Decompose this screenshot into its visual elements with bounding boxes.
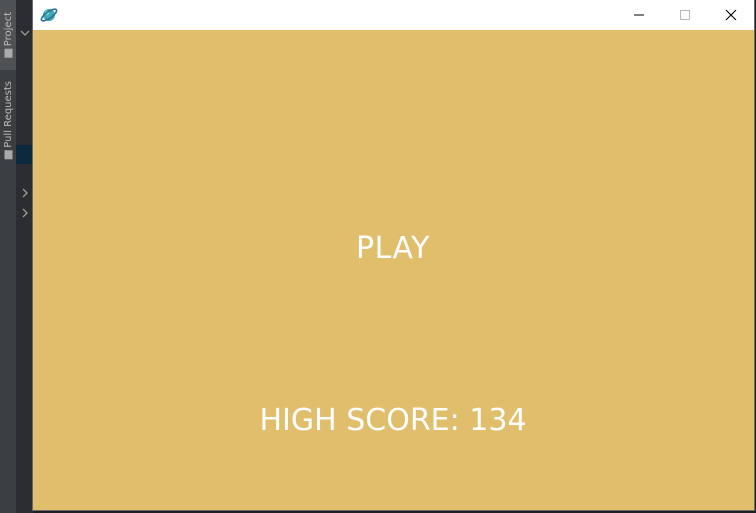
maximize-button[interactable] (662, 0, 708, 30)
chevron-down-icon[interactable] (20, 28, 30, 38)
ide-project-panel (16, 0, 33, 513)
minimize-button[interactable] (616, 0, 662, 30)
close-icon (725, 6, 737, 25)
maximize-icon (679, 6, 691, 25)
ide-right-edge (754, 0, 756, 513)
minimize-icon (633, 6, 645, 25)
ide-bottom-edge (33, 510, 756, 513)
chevron-right-icon[interactable] (20, 208, 30, 218)
play-button[interactable]: PLAY (355, 230, 430, 266)
ide-pull-requests-tab[interactable]: Pull Requests (0, 74, 16, 166)
ide-project-tab-label: Project (2, 12, 14, 47)
close-button[interactable] (708, 0, 754, 30)
window-titlebar[interactable] (33, 0, 754, 30)
ide-pull-requests-tab-label: Pull Requests (2, 81, 14, 148)
folder-icon (4, 49, 12, 59)
ide-project-tab[interactable]: Project (0, 0, 16, 70)
ide-selected-row[interactable] (16, 145, 33, 164)
chevron-right-icon[interactable] (20, 188, 30, 198)
high-score-label: HIGH SCORE: 134 (259, 402, 527, 438)
ide-tool-window-bar: Project Pull Requests (0, 0, 17, 513)
pull-request-icon (4, 150, 12, 160)
game-canvas[interactable]: PLAY HIGH SCORE: 134 (33, 30, 754, 510)
game-window: PLAY HIGH SCORE: 134 (33, 0, 754, 510)
planet-icon (39, 5, 59, 25)
